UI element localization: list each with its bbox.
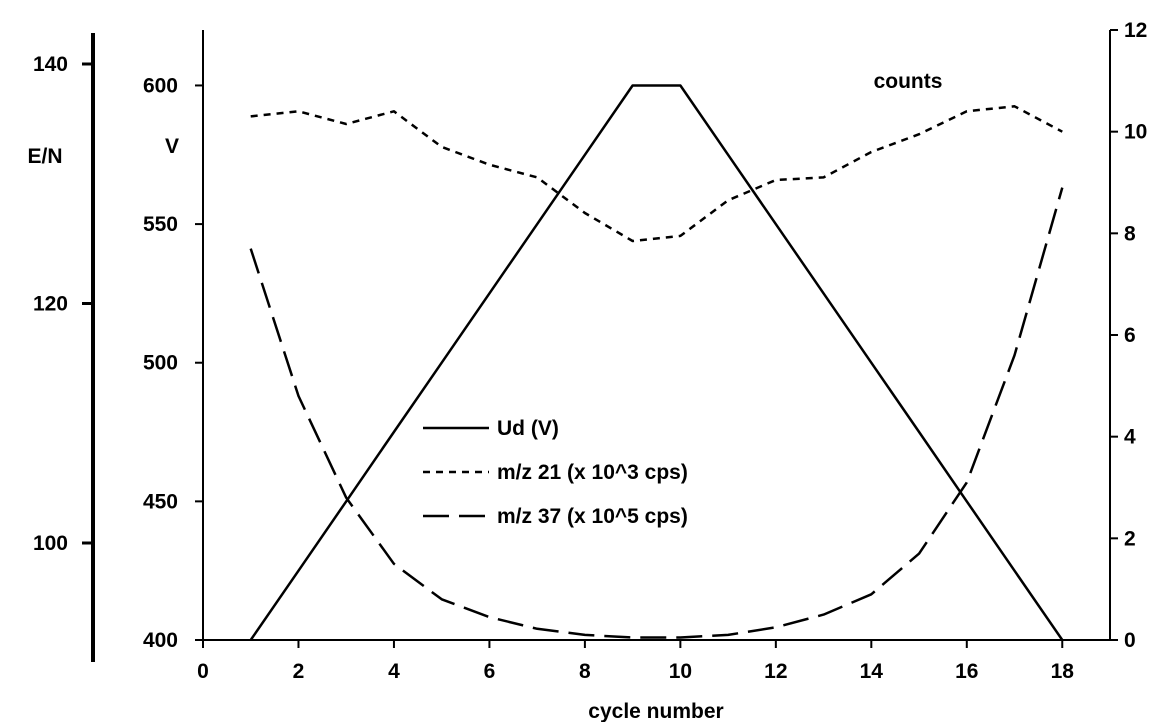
x-tick-label: 10 <box>669 660 692 683</box>
legend-label-ud: Ud (V) <box>497 417 559 440</box>
right-tick-label: 2 <box>1124 527 1136 550</box>
left-tick-label: 400 <box>143 629 178 652</box>
left-axis-title: V <box>165 135 179 158</box>
legend-label-mz37: m/z 37 (x 10^5 cps) <box>497 505 688 528</box>
ticks-group: 0 2 4 6 8 10 12 14 16 18 400 450 500 550 600 0 2 4 6 8 10 12 1… <box>33 19 1147 683</box>
x-tick-label: 4 <box>388 660 400 683</box>
legend: Ud (V) m/z 21 (x 10^3 cps) m/z 37 (x 10^… <box>423 417 688 528</box>
outer-tick-label: 120 <box>33 293 68 316</box>
axes-group <box>91 30 1111 662</box>
series-group <box>249 84 1064 641</box>
left-tick-label: 500 <box>143 352 178 375</box>
outer-tick-label: 140 <box>33 53 68 76</box>
right-tick-label: 0 <box>1124 629 1136 652</box>
series-line-mz21 <box>250 105 1063 243</box>
right-tick-label: 12 <box>1124 19 1147 42</box>
x-tick-label: 8 <box>579 660 591 683</box>
series-line-mz37 <box>249 187 1064 639</box>
x-tick-label: 2 <box>293 660 305 683</box>
left-tick-label: 450 <box>143 490 178 513</box>
right-tick-label: 8 <box>1124 222 1136 245</box>
right-tick-label: 6 <box>1124 324 1136 347</box>
x-tick-label: 14 <box>860 660 884 683</box>
x-tick-label: 6 <box>484 660 496 683</box>
x-tick-label: 12 <box>764 660 787 683</box>
x-tick-label: 16 <box>955 660 978 683</box>
right-tick-label: 10 <box>1124 121 1147 144</box>
x-tick-label: 0 <box>197 660 209 683</box>
x-axis-title: cycle number <box>588 700 723 722</box>
left-tick-label: 600 <box>143 74 178 97</box>
right-axis-title: counts <box>874 70 943 93</box>
left-tick-label: 550 <box>143 213 178 236</box>
outer-tick-label: 100 <box>33 532 68 555</box>
legend-label-mz21: m/z 21 (x 10^3 cps) <box>497 461 688 484</box>
x-tick-label: 18 <box>1051 660 1075 683</box>
outer-axis-title: E/N <box>27 145 62 168</box>
right-tick-label: 4 <box>1124 426 1136 449</box>
series-line-ud <box>249 84 1064 641</box>
